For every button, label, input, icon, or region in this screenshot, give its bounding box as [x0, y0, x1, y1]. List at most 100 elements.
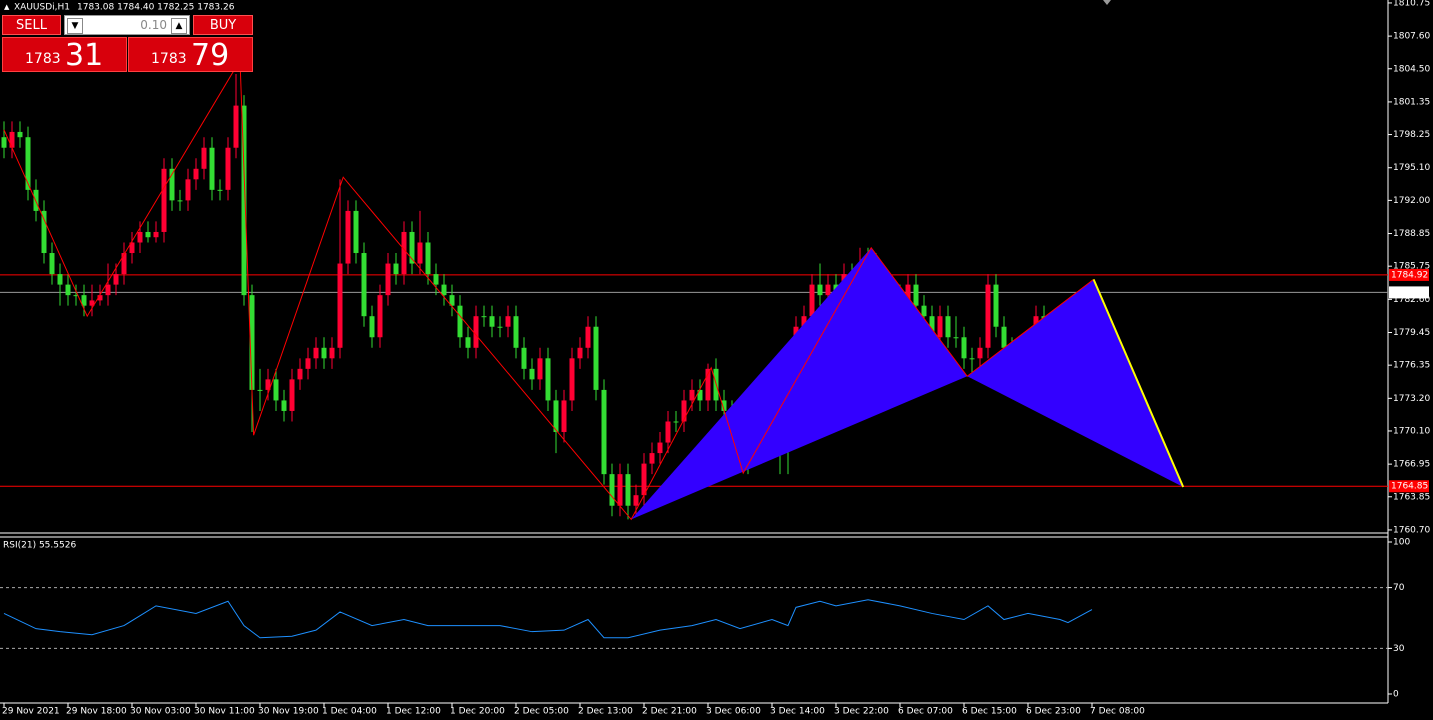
y-tick-label: 1798.25	[1393, 130, 1430, 140]
candle-body	[457, 305, 463, 338]
candle-body	[913, 284, 919, 306]
candle-body	[121, 253, 127, 275]
candle-body	[233, 105, 239, 148]
candle-body	[513, 316, 519, 348]
candle-body	[289, 379, 295, 411]
buy-price-main: 1783	[151, 51, 187, 67]
candle-body	[81, 295, 87, 306]
candle-body	[177, 200, 183, 202]
x-tick-label: 30 Nov 11:00	[194, 707, 255, 717]
candle-body	[153, 231, 159, 238]
y-tick-label: 100	[1393, 538, 1410, 548]
level-label-box	[1389, 286, 1429, 299]
x-tick-label: 3 Dec 06:00	[706, 707, 761, 717]
y-tick-label: 1795.10	[1393, 163, 1430, 173]
candle-body	[217, 189, 223, 191]
candle-body	[817, 284, 823, 296]
candle-body	[593, 326, 599, 390]
candle-body	[609, 474, 615, 506]
candle-body	[801, 316, 807, 327]
candle-body	[145, 231, 151, 238]
candle-body	[9, 131, 15, 148]
candle-body	[57, 274, 63, 285]
candle-body	[681, 400, 687, 422]
candle-body	[65, 284, 71, 296]
candle-body	[977, 347, 983, 359]
buy-price[interactable]: 1783 79	[128, 37, 253, 73]
y-tick-label: 1810.75	[1393, 0, 1430, 8]
candle-body	[905, 284, 911, 306]
y-tick-label: 1801.35	[1393, 97, 1430, 107]
x-tick-label: 2 Dec 05:00	[514, 707, 569, 717]
candle-body	[537, 358, 543, 380]
level-label: 1783.26	[1391, 288, 1428, 298]
decrease-button[interactable]: ▼	[67, 18, 83, 34]
x-tick-label: 29 Nov 2021	[2, 707, 60, 717]
candle-body	[361, 253, 367, 317]
candle-body	[425, 242, 431, 275]
level-label: 1784.92	[1391, 270, 1428, 280]
candle-body	[529, 368, 535, 380]
y-tick-label: 1770.10	[1393, 426, 1430, 436]
candle-body	[633, 495, 639, 506]
candle-body	[137, 231, 143, 243]
candle-body	[497, 326, 503, 328]
candle-body	[465, 337, 471, 348]
trade-panel: SELL ▼ 0.10 ▲ BUY 1783 31 1783 79	[2, 15, 253, 73]
arrow-icon: ▲	[4, 3, 10, 11]
sell-price[interactable]: 1783 31	[2, 37, 127, 73]
y-tick-label: 1782.60	[1393, 295, 1430, 305]
candle-body	[305, 358, 311, 369]
y-tick-label: 1773.20	[1393, 394, 1430, 404]
candle-body	[105, 284, 111, 296]
lot-input[interactable]: ▼ 0.10 ▲	[64, 15, 190, 35]
zigzag	[3, 58, 1094, 521]
candle-body	[953, 337, 959, 339]
candle-body	[281, 400, 287, 411]
sell-price-pips: 31	[65, 38, 104, 73]
candle-body	[393, 263, 399, 275]
y-tick-label: 1788.85	[1393, 229, 1430, 239]
y-tick-label: 1792.00	[1393, 196, 1430, 206]
sell-button[interactable]: SELL	[2, 15, 61, 35]
x-tick-label: 29 Nov 18:00	[66, 707, 127, 717]
x-tick-label: 6 Dec 07:00	[898, 707, 953, 717]
candle-body	[689, 389, 695, 401]
candle-body	[665, 421, 671, 443]
candle-body	[553, 400, 559, 433]
increase-button[interactable]: ▲	[171, 18, 187, 34]
candle-body	[49, 253, 55, 275]
buy-button[interactable]: BUY	[193, 15, 253, 35]
candle-body	[673, 421, 679, 423]
y-tick-label: 70	[1393, 583, 1405, 593]
y-tick-label: 30	[1393, 644, 1405, 654]
candle-body	[345, 210, 351, 264]
x-tick-label: 2 Dec 13:00	[578, 707, 633, 717]
candle-body	[225, 147, 231, 190]
candle-body	[569, 358, 575, 401]
x-tick-label: 30 Nov 19:00	[258, 707, 319, 717]
candle-body	[257, 389, 263, 391]
candle-body	[697, 389, 703, 401]
candle-body	[209, 147, 215, 190]
candle-body	[353, 210, 359, 254]
candle-body	[41, 210, 47, 254]
candle-body	[417, 242, 423, 264]
candle-body	[17, 131, 23, 138]
x-tick-label: 30 Nov 03:00	[130, 707, 191, 717]
candle-body	[1001, 326, 1007, 348]
level-label-box	[1389, 480, 1429, 493]
harmonic-pattern	[967, 279, 1184, 487]
candle-body	[201, 147, 207, 169]
candle-body	[449, 295, 455, 306]
candle-body	[921, 305, 927, 317]
candle-body	[601, 389, 607, 475]
x-tick-label: 2 Dec 21:00	[642, 707, 697, 717]
rsi-title: RSI(21) 55.5526	[3, 541, 76, 551]
candle-body	[113, 274, 119, 285]
candle-body	[721, 400, 727, 411]
candle-body	[617, 474, 623, 506]
candle-body	[249, 295, 255, 390]
lot-value[interactable]: 0.10	[140, 18, 167, 32]
